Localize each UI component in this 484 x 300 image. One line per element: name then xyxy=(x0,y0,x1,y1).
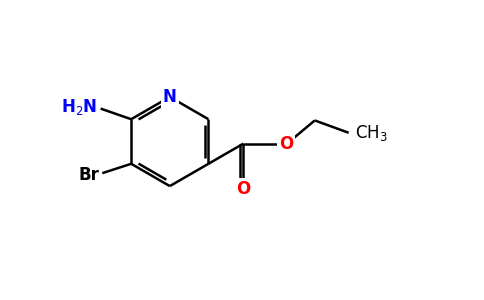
Text: H$_2$N: H$_2$N xyxy=(61,97,97,117)
Text: O: O xyxy=(236,180,251,198)
Text: Br: Br xyxy=(78,166,99,184)
Text: O: O xyxy=(279,135,293,153)
Text: CH$_3$: CH$_3$ xyxy=(355,123,388,143)
Text: N: N xyxy=(163,88,177,106)
